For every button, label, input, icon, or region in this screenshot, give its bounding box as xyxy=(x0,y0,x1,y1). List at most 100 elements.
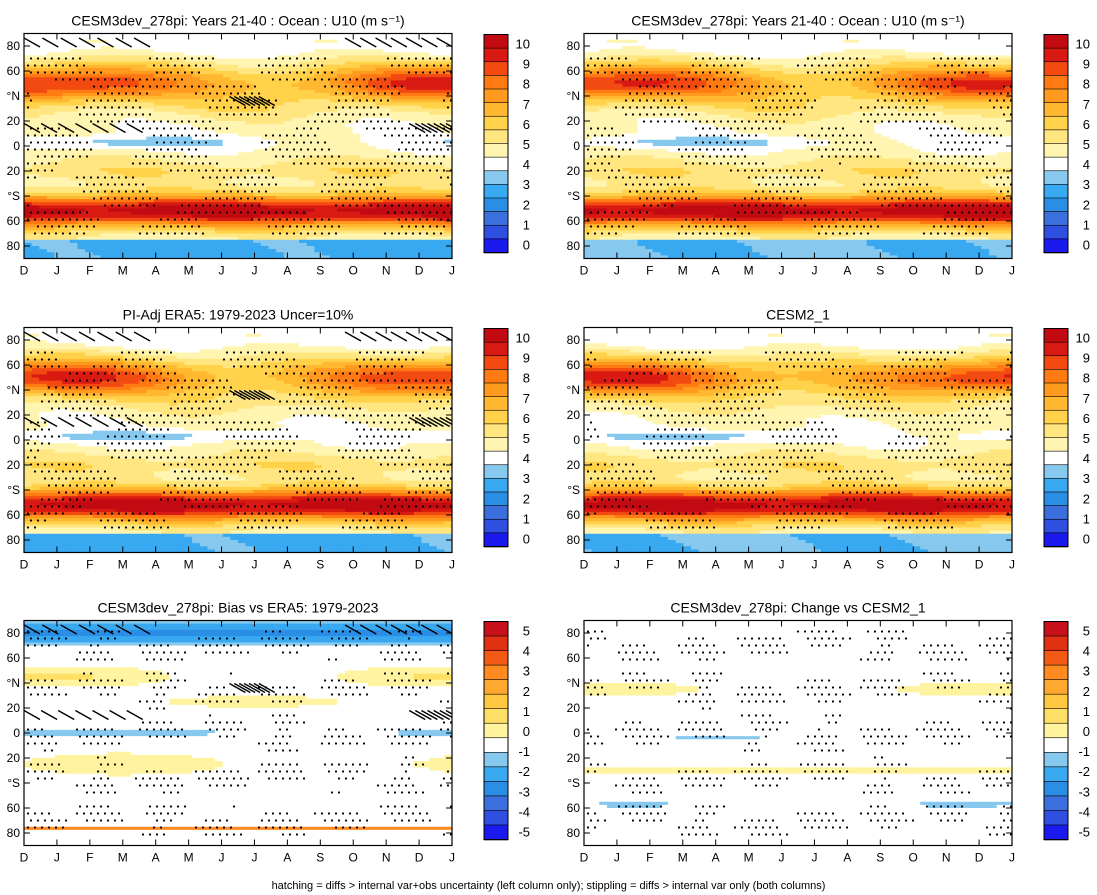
colorbar-label: 2 xyxy=(523,684,530,699)
y-tick-label: 80 xyxy=(7,826,21,840)
y-tick-label: 20 xyxy=(7,751,21,765)
x-tick-label: D xyxy=(20,851,29,865)
y-tick-label: 60 xyxy=(7,508,21,522)
colorbar-label: 7 xyxy=(523,97,530,112)
stippling xyxy=(586,351,1012,529)
stippling xyxy=(26,57,452,235)
y-tick-label: 0 xyxy=(13,139,20,153)
colorbar-label: 8 xyxy=(1083,77,1090,92)
y-tick-label: 60 xyxy=(7,651,21,665)
colorbar-label: 9 xyxy=(1083,57,1090,72)
colorbar-label: 1 xyxy=(1083,704,1090,719)
colorbar-label: 10 xyxy=(516,37,530,52)
y-tick-label: 20 xyxy=(567,458,581,472)
y-tick-label: 20 xyxy=(567,701,581,715)
colorbar-label: 4 xyxy=(1083,451,1090,466)
y-tick-label: 80 xyxy=(567,626,581,640)
colorbar-label: 2 xyxy=(1083,684,1090,699)
panel-title: CESM3dev_278pi: Change vs CESM2_1 xyxy=(670,600,925,616)
colorbar-label: 0 xyxy=(1083,531,1090,546)
colorbar-label: -1 xyxy=(1078,744,1090,759)
colorbar-label: 4 xyxy=(1083,644,1090,659)
colorbar-label: 6 xyxy=(523,117,530,132)
y-tick-label: 80 xyxy=(567,333,581,347)
colorbar-label: 3 xyxy=(523,177,530,192)
colorbar-label: 6 xyxy=(1083,411,1090,426)
colorbar-label: 10 xyxy=(1076,37,1090,52)
colorbar-label: 2 xyxy=(523,197,530,212)
x-tick-label: M xyxy=(744,558,754,572)
x-tick-label: J xyxy=(251,264,257,278)
y-tick-label: 60 xyxy=(567,651,581,665)
colorbar-label: 4 xyxy=(523,157,530,172)
colorbar-label: 5 xyxy=(1083,137,1090,152)
x-tick-label: F xyxy=(86,558,93,572)
panel-4: CESM2_1D J F M A M J J A S O N D J8060°N20020°S608010… xyxy=(567,307,1090,572)
colorbar-label: -5 xyxy=(1078,824,1090,839)
colorbar-label: 0 xyxy=(1083,237,1090,252)
x-tick-label: D xyxy=(580,264,589,278)
stippling xyxy=(586,630,1012,836)
y-tick-label: 80 xyxy=(567,826,581,840)
heatmap-field xyxy=(584,620,1012,846)
colorbar-label: 5 xyxy=(523,431,530,446)
colorbar-label: 5 xyxy=(523,137,530,152)
colorbar-label: 3 xyxy=(523,664,530,679)
y-tick-label: 60 xyxy=(7,64,21,78)
y-tick-label: °S xyxy=(7,483,20,497)
x-tick-label: D xyxy=(580,851,589,865)
colorbar-label: 5 xyxy=(523,624,530,639)
x-tick-label: D xyxy=(975,558,984,572)
y-tick-label: 20 xyxy=(7,114,21,128)
panel-5: CESM3dev_278pi: Bias vs ERA5: 1979-2023 D… xyxy=(7,600,530,865)
heatmap-field xyxy=(584,33,1012,259)
x-tick-label: J xyxy=(449,851,455,865)
panel-title: CESM2_1 xyxy=(766,307,830,323)
panel-1: CESM3dev_278pi: Years 21-40 : Ocean : U1… xyxy=(7,13,530,278)
panel-title: CESM3dev_278pi: Bias vs ERA5: 1979-2023 xyxy=(98,600,379,616)
colorbar-label: 8 xyxy=(523,77,530,92)
colorbar-label: 4 xyxy=(523,451,530,466)
y-tick-label: 80 xyxy=(567,533,581,547)
stippling xyxy=(26,630,452,836)
x-tick-label: D xyxy=(415,558,424,572)
x-tick-label: N xyxy=(942,558,951,572)
y-tick-label: 80 xyxy=(7,333,21,347)
x-tick-label: F xyxy=(646,558,653,572)
x-tick-label: M xyxy=(118,264,128,278)
x-tick-label: A xyxy=(283,264,291,278)
y-tick-label: 60 xyxy=(7,358,21,372)
y-tick-label: 20 xyxy=(7,164,21,178)
x-tick-label: S xyxy=(876,264,884,278)
colorbar-label: 8 xyxy=(1083,371,1090,386)
x-tick-label: M xyxy=(118,851,128,865)
hatching xyxy=(24,331,452,428)
colorbar-label: 10 xyxy=(1076,331,1090,346)
y-tick-label: °N xyxy=(7,676,20,690)
x-tick-label: M xyxy=(118,558,128,572)
heatmap-field xyxy=(24,327,452,553)
x-tick-label: A xyxy=(712,558,720,572)
x-tick-label: O xyxy=(349,264,358,278)
colorbar-label: 0 xyxy=(1083,724,1090,739)
colorbar-label: 5 xyxy=(1083,431,1090,446)
y-tick-label: 20 xyxy=(567,114,581,128)
x-tick-label: O xyxy=(909,558,918,572)
stippling xyxy=(586,57,1012,235)
x-tick-label: J xyxy=(449,558,455,572)
stippling xyxy=(26,351,452,529)
x-tick-label: D xyxy=(415,851,424,865)
y-tick-label: 0 xyxy=(573,139,580,153)
colorbar-label: 1 xyxy=(523,704,530,719)
panel-title: CESM3dev_278pi: Years 21-40 : Ocean : U1… xyxy=(631,13,964,29)
heatmap-field xyxy=(584,327,1012,553)
colorbar-label: -3 xyxy=(1078,784,1090,799)
y-tick-label: 20 xyxy=(7,701,21,715)
y-tick-label: 80 xyxy=(7,39,21,53)
x-tick-label: N xyxy=(382,851,391,865)
y-tick-label: 60 xyxy=(7,214,21,228)
x-tick-label: S xyxy=(316,264,324,278)
